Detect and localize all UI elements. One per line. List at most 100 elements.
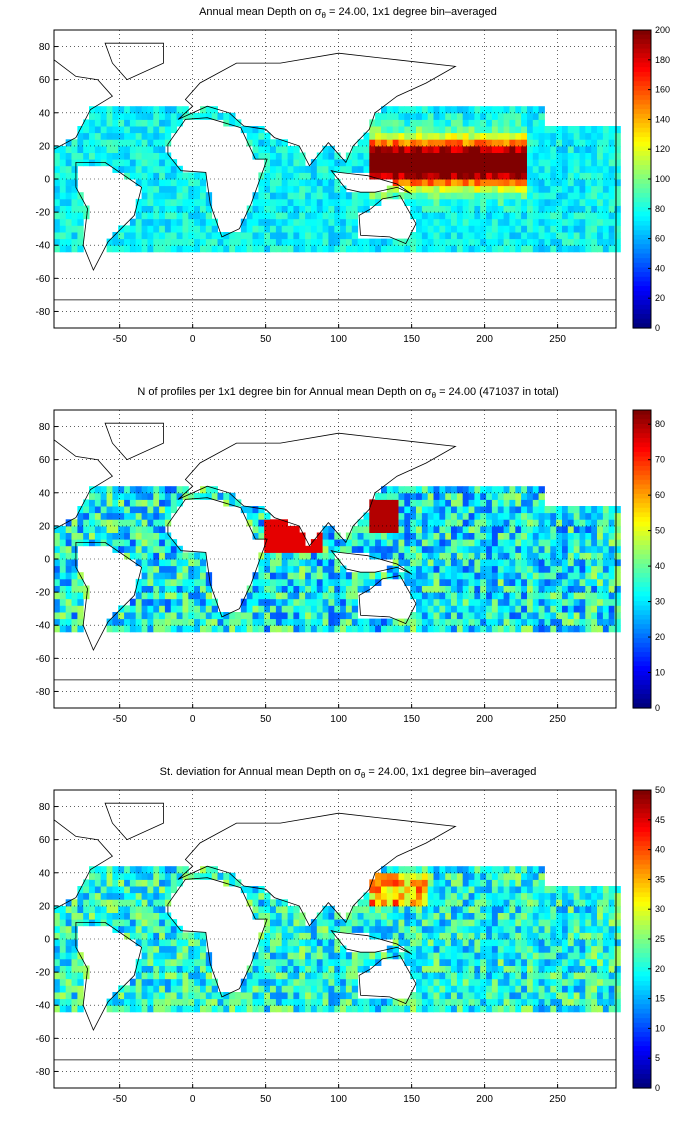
heatmap-cell — [135, 139, 142, 147]
heatmap-cell — [182, 992, 189, 1000]
heatmap-cell — [451, 492, 458, 500]
heatmap-cell — [275, 212, 283, 220]
heatmap-cell — [100, 892, 107, 900]
heatmap-cell — [538, 106, 545, 114]
heatmap-cell — [153, 179, 160, 187]
colorbar-segment — [633, 451, 651, 458]
heatmap-cell — [65, 572, 72, 580]
heatmap-cell — [316, 225, 324, 233]
heatmap-cell — [182, 218, 189, 226]
heatmap-cell — [410, 625, 417, 633]
heatmap-cell — [556, 192, 563, 200]
heatmap-cell — [299, 205, 306, 213]
heatmap-cell — [118, 106, 125, 114]
heatmap-cell — [404, 945, 411, 953]
heatmap-cell — [421, 532, 429, 540]
coastline — [75, 162, 143, 272]
heatmap-cell — [106, 625, 113, 633]
heatmap-cell — [439, 886, 446, 894]
heatmap-cell — [433, 185, 440, 193]
heatmap-cell — [258, 179, 265, 187]
heatmap-cell — [567, 965, 575, 973]
heatmap-cell — [345, 985, 353, 993]
heatmap-cell — [287, 952, 294, 960]
heatmap-cell — [258, 612, 265, 620]
heatmap-cell — [363, 512, 370, 520]
colorbar-segment — [633, 165, 651, 171]
heatmap-cell — [427, 565, 434, 573]
heatmap-cell — [433, 945, 440, 953]
heatmap-cell — [83, 892, 90, 900]
heatmap-cell — [229, 245, 236, 253]
heatmap-cell — [153, 892, 160, 900]
heatmap-cell — [71, 945, 78, 953]
heatmap-cell — [124, 106, 131, 114]
heatmap-cell — [200, 112, 207, 120]
heatmap-cell — [451, 866, 458, 874]
heatmap-cell — [94, 905, 102, 913]
heatmap-cell — [404, 892, 411, 900]
heatmap-cell — [608, 238, 615, 246]
heatmap-cell — [497, 525, 505, 533]
heatmap-cell — [293, 972, 300, 980]
heatmap-cell — [129, 618, 137, 626]
heatmap-cell — [205, 992, 213, 1000]
heatmap-cell — [159, 139, 166, 147]
heatmap-cell — [538, 1005, 545, 1013]
heatmap-cell — [515, 145, 522, 153]
heatmap-cell — [299, 545, 306, 553]
heatmap-cell — [410, 998, 417, 1006]
heatmap-cell — [264, 132, 271, 140]
heatmap-cell — [486, 886, 493, 894]
heatmap-cell — [118, 232, 125, 240]
heatmap-cell — [480, 212, 487, 220]
heatmap-cell — [579, 545, 586, 553]
heatmap-cell — [456, 106, 464, 114]
heatmap-cell — [147, 232, 154, 240]
heatmap-cell — [392, 132, 399, 140]
heatmap-cell — [468, 992, 475, 1000]
heatmap-cell — [363, 585, 370, 593]
heatmap-cell — [579, 618, 586, 626]
heatmap-cell — [147, 565, 154, 573]
heatmap-cell — [392, 625, 399, 633]
heatmap-cell — [340, 205, 347, 213]
heatmap-cell — [258, 232, 265, 240]
heatmap-cell — [451, 919, 458, 927]
heatmap-cell — [159, 612, 166, 620]
heatmap-cell — [59, 225, 67, 233]
heatmap-cell — [293, 165, 300, 173]
heatmap-cell — [532, 486, 540, 494]
heatmap-cell — [486, 598, 493, 606]
colorbar-segment — [633, 71, 651, 78]
heatmap-cell — [398, 139, 405, 147]
heatmap-cell — [527, 965, 534, 973]
heatmap-cell — [497, 985, 505, 993]
heatmap-cell — [445, 952, 452, 960]
heatmap-cell — [445, 238, 452, 246]
heatmap-cell — [316, 165, 324, 173]
heatmap-cell — [521, 212, 528, 220]
heatmap-cell — [71, 225, 78, 233]
heatmap-cell — [597, 539, 604, 547]
heatmap-cell — [433, 106, 440, 114]
heatmap-cell — [328, 185, 335, 193]
heatmap-cell — [521, 905, 528, 913]
heatmap-cell — [398, 932, 405, 940]
heatmap-cell — [591, 585, 598, 593]
heatmap-cell — [65, 932, 72, 940]
heatmap-cell — [585, 992, 592, 1000]
heatmap-cell — [153, 205, 160, 213]
heatmap-cell — [322, 559, 329, 567]
heatmap-cell — [217, 612, 224, 620]
heatmap-cell — [451, 218, 458, 226]
heatmap-cell — [544, 958, 551, 966]
heatmap-cell — [100, 886, 107, 894]
heatmap-cell — [200, 618, 207, 626]
heatmap-cell — [585, 232, 592, 240]
heatmap-cell — [305, 205, 312, 213]
heatmap-cell — [270, 972, 277, 980]
heatmap-cell — [550, 592, 557, 600]
heatmap-cell — [316, 939, 324, 947]
heatmap-cell — [597, 572, 604, 580]
